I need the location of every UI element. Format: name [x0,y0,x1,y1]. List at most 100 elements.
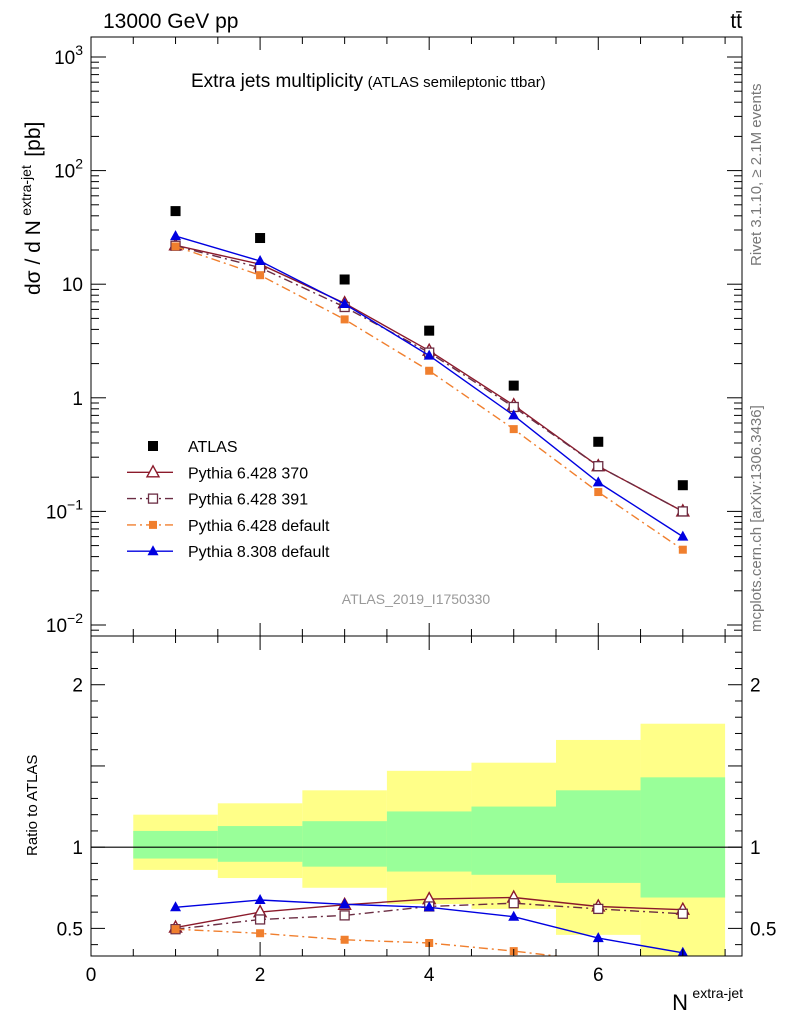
ratio-point-pydefault [340,935,349,944]
main-point-py8 [170,230,182,241]
main-point-pydefault [340,315,349,324]
ratio-y-tick-label: 0.5 [57,919,83,940]
ratio-point-pydefault [594,957,602,965]
ratio-x-axis-label-sup: extra-jet [692,985,743,1001]
ratio-x-tick-label: 2 [255,965,266,986]
main-point-pydefault [594,488,603,497]
uncertainty-band-inner [386,811,472,872]
legend-marker-py391 [147,493,159,504]
ratio-point-py8 [339,898,351,909]
main-title: Extra jets multiplicity (ATLAS semilepto… [191,71,546,92]
uncertainty-band-inner [133,830,218,859]
main-point-pydefault [678,545,687,554]
ratio-layer [91,723,742,970]
main-y-tick-label-base: 1 [72,389,83,410]
main-y-axis-label-sup: extra-jet [18,165,34,216]
main-y-axis-label-text: dσ / d N [22,220,45,295]
main-point-data [170,206,181,217]
uncertainty-band-inner [556,790,641,883]
ratio-point-py391 [508,898,519,909]
main-y-tick-label-base: 10 [62,275,83,296]
main-point-py8 [677,530,689,541]
legend-marker-py370 [145,464,161,478]
ratio-x-tick-label: 6 [593,965,604,986]
main-y-tick-label: 10−2 [46,610,83,637]
uncertainty-band-inner [302,821,387,867]
main-y-tick-label: 10−1 [46,496,83,523]
uncertainty-band-inner [640,777,726,898]
legend-marker-pydefault [149,520,157,529]
main-y-tick-label-exp: 3 [75,42,83,58]
legend-marker-py8 [147,545,159,556]
main-point-pydefault [509,425,518,434]
ratio-x-axis-label-text: N [672,990,688,1015]
legend-label-py370: Pythia 6.428 370 [188,465,308,482]
main-y-tick-label: 1 [72,389,83,410]
mcplots-credit: mcplots.cern.ch [arXiv:1306.3436] [748,405,765,632]
legend-label-py8: Pythia 8.308 default [188,544,330,561]
main-point-data [424,325,435,336]
watermark: ATLAS_2019_I1750330 [342,591,491,607]
main-y-tick-label-exp: 2 [75,156,83,172]
ratio-y-tick-label: 1 [72,838,83,859]
legend: ATLAS Pythia 6.428 370 Pythia 6.428 391 Pyt… [127,439,330,561]
main-point-py8 [339,297,351,308]
main-point-py391 [677,506,688,517]
ratio-y-tick-label-right: 1 [750,838,761,859]
ratio-x-tick-label: 4 [424,965,435,986]
main-point-data [339,274,350,285]
ratio-y-tick-label: 2 [72,676,83,697]
ratio-point-py391 [593,903,604,915]
main-y-tick-label-base: 10 [54,48,75,69]
main-point-py8 [254,255,266,266]
main-point-py8 [423,349,435,360]
ratio-point-py8 [170,901,182,912]
main-point-pydefault [171,242,180,251]
ratio-point-py8 [254,893,266,904]
main-title-subtitle: (ATLAS semileptonic ttbar) [368,74,546,91]
main-point-pydefault [425,366,434,375]
main-point-py391 [593,461,604,472]
main-y-tick-label-base: 10 [46,502,67,523]
main-y-tick-label-exp: −1 [67,496,83,512]
ratio-point-pydefault [171,925,180,934]
main-point-py8 [592,476,604,487]
main-y-axis-label: dσ / d N extra-jet [pb] [18,122,45,295]
rivet-version-note: Rivet 3.1.10, ≥ 2.1M events [748,83,765,267]
main-point-data [593,436,604,447]
main-y-tick-label: 10 [62,275,83,296]
header-right: tt̄ [730,10,742,33]
ratio-panel: 0.5 0.5 1 1 2 2 0 2 4 6 [57,635,776,986]
main-point-data [255,233,266,244]
main-y-tick-label: 102 [54,156,83,183]
ratio-y-tick-label-right: 2 [750,676,761,697]
main-y-axis-label-unit: [pb] [22,122,45,157]
main-point-data [508,380,519,391]
ratio-y-axis-label: Ratio to ATLAS [24,755,41,856]
uncertainty-band-inner [471,806,556,875]
ratio-point-py391 [254,914,266,925]
header-left: 13000 GeV pp [103,10,238,33]
main-series-layer [168,206,690,554]
legend-label-data: ATLAS [188,439,238,456]
main-y-tick-label: 103 [54,42,83,69]
ratio-y-tick-label-right: 0.5 [750,919,776,940]
ratio-point-py8 [423,901,435,912]
ratio-point-py391 [339,910,350,921]
ratio-point-py391 [677,908,688,919]
ratio-point-py8 [508,910,520,921]
main-y-tick-label-base: 10 [46,616,67,637]
main-point-data [677,480,688,491]
ratio-point-py8 [592,932,604,943]
main-point-py8 [508,409,520,420]
main-title-text: Extra jets multiplicity [191,71,364,92]
main-y-tick-label-base: 10 [54,162,75,183]
ratio-point-pydefault [679,962,687,970]
legend-marker-data [148,441,158,451]
ratio-x-axis-label: N extra-jet [672,985,743,1015]
ratio-plot-frame [90,635,743,957]
ratio-point-pydefault [256,929,265,938]
main-y-tick-label-exp: −2 [67,610,83,626]
